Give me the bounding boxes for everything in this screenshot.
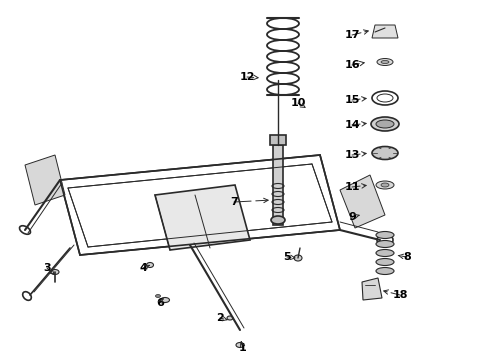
Ellipse shape <box>377 58 393 66</box>
Polygon shape <box>362 278 382 300</box>
Text: 17: 17 <box>344 30 360 40</box>
Ellipse shape <box>271 216 285 224</box>
Text: 12: 12 <box>239 72 255 82</box>
Text: 6: 6 <box>156 298 164 308</box>
Text: 18: 18 <box>392 290 408 300</box>
Text: 15: 15 <box>344 95 360 105</box>
Text: 7: 7 <box>230 197 238 207</box>
Ellipse shape <box>147 262 153 267</box>
Text: 9: 9 <box>348 212 356 222</box>
Text: 4: 4 <box>139 263 147 273</box>
Ellipse shape <box>381 60 389 63</box>
Ellipse shape <box>227 316 233 320</box>
Ellipse shape <box>376 267 394 275</box>
Ellipse shape <box>376 249 394 256</box>
Text: 13: 13 <box>344 150 360 160</box>
Ellipse shape <box>381 183 389 187</box>
Polygon shape <box>340 175 385 228</box>
Text: 1: 1 <box>239 343 247 353</box>
Text: 14: 14 <box>344 120 360 130</box>
Ellipse shape <box>361 212 369 217</box>
Ellipse shape <box>376 240 394 248</box>
Text: 11: 11 <box>344 182 360 192</box>
Ellipse shape <box>236 342 244 347</box>
Ellipse shape <box>357 211 373 220</box>
Text: 5: 5 <box>283 252 291 262</box>
Bar <box>273 145 283 225</box>
Ellipse shape <box>376 181 394 189</box>
Polygon shape <box>372 25 398 38</box>
Ellipse shape <box>155 294 161 297</box>
Ellipse shape <box>371 117 399 131</box>
Text: 2: 2 <box>216 313 224 323</box>
Text: 16: 16 <box>344 60 360 70</box>
Ellipse shape <box>376 258 394 266</box>
Ellipse shape <box>372 147 398 159</box>
Polygon shape <box>25 155 65 205</box>
Text: 10: 10 <box>290 98 306 108</box>
Text: 3: 3 <box>43 263 51 273</box>
Text: 8: 8 <box>403 252 411 262</box>
Ellipse shape <box>161 297 170 302</box>
Polygon shape <box>155 185 250 250</box>
Ellipse shape <box>294 255 302 261</box>
Ellipse shape <box>376 231 394 239</box>
Ellipse shape <box>51 270 59 275</box>
Ellipse shape <box>376 120 394 128</box>
Bar <box>270 135 286 145</box>
